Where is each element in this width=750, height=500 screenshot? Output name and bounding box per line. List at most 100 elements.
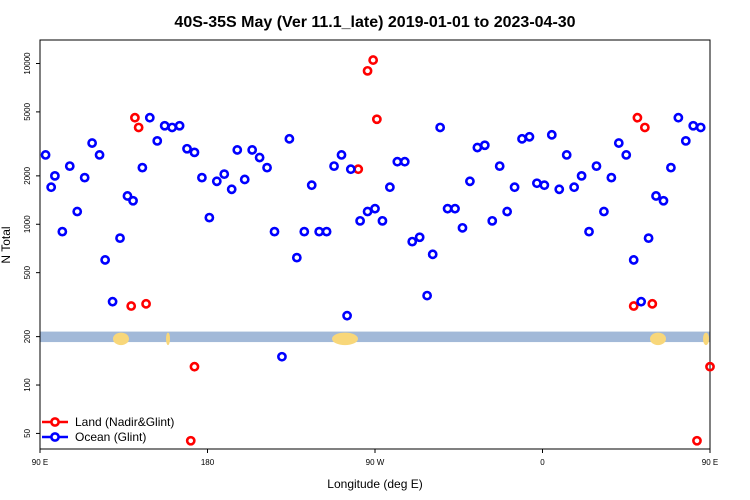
land-point — [371, 114, 382, 125]
ocean-point — [524, 131, 535, 142]
ocean-point — [232, 145, 243, 155]
ocean-point — [561, 150, 572, 160]
ocean-point — [651, 191, 661, 201]
ocean-point — [342, 310, 352, 321]
land-point — [133, 122, 144, 133]
ocean-band — [40, 331, 710, 343]
y-tick-label: 500 — [23, 265, 32, 279]
ocean-point — [569, 182, 580, 193]
ocean-point — [291, 252, 302, 263]
land-point — [632, 112, 643, 123]
ocean-point — [479, 140, 490, 151]
ocean-point — [107, 296, 118, 307]
x-tick-label: 90 E — [32, 458, 48, 467]
ocean-point — [57, 226, 68, 237]
legend-marker — [50, 417, 60, 427]
ocean-point — [87, 138, 98, 148]
y-axis-title: N Total — [0, 226, 13, 263]
land-point — [647, 298, 658, 309]
ocean-point — [584, 226, 594, 237]
ocean-point — [517, 133, 527, 144]
ocean-point — [152, 135, 163, 146]
land-point — [639, 122, 650, 133]
land-point — [362, 65, 373, 76]
ocean-point — [355, 215, 366, 226]
ocean-point — [427, 249, 438, 260]
land-point — [368, 55, 379, 65]
y-axis: 50 100 200 500 1000 2000 5000 10000 — [23, 52, 40, 438]
plot-border — [39, 39, 711, 450]
x-axis: 90 E 180 90 W 0 90 E — [32, 449, 718, 467]
ocean-point — [636, 296, 647, 307]
ocean-point — [384, 182, 395, 193]
ocean-point — [502, 206, 513, 217]
y-tick-label: 50 — [23, 428, 32, 437]
ocean-point — [688, 120, 699, 131]
data-points — [40, 55, 715, 446]
land-point — [126, 301, 137, 311]
ocean-point — [269, 226, 280, 237]
ocean-point — [377, 215, 388, 226]
ocean-point — [621, 150, 632, 160]
ocean-point — [262, 162, 272, 173]
ocean-point — [643, 233, 654, 244]
y-tick-label: 1000 — [23, 215, 32, 233]
ocean-point — [144, 112, 155, 123]
ocean-point — [465, 176, 475, 187]
ocean-point — [546, 129, 557, 140]
ocean-point — [606, 172, 617, 183]
ocean-point — [159, 120, 170, 131]
ocean-point — [254, 152, 265, 163]
ocean-point — [457, 222, 468, 233]
ocean-point — [532, 178, 542, 189]
land-blob — [113, 332, 129, 346]
land-blob — [703, 332, 709, 346]
ocean-point — [494, 161, 505, 172]
ocean-point — [345, 164, 356, 175]
ocean-point — [370, 203, 380, 214]
ocean-point — [680, 135, 691, 146]
y-tick-label: 5000 — [23, 102, 32, 120]
x-tick-label: 0 — [540, 458, 545, 467]
x-axis-title: Longitude (deg E) — [327, 477, 422, 491]
land-blob — [332, 332, 358, 346]
ocean-point — [591, 161, 602, 172]
ocean-point — [673, 112, 684, 123]
land-blob — [650, 332, 666, 346]
ocean-point — [219, 169, 230, 180]
land-point — [130, 112, 140, 123]
ocean-point — [539, 180, 550, 191]
ocean-point — [509, 182, 520, 193]
y-tick-label: 100 — [23, 378, 32, 392]
ocean-point — [137, 162, 148, 173]
land-point — [353, 164, 364, 175]
ocean-point — [407, 236, 418, 247]
ocean-point — [414, 232, 425, 243]
ocean-point — [306, 180, 317, 191]
ocean-point — [450, 203, 460, 214]
y-tick-label: 10000 — [23, 52, 32, 75]
ocean-point — [392, 156, 403, 167]
land-ocean-strip — [40, 331, 710, 346]
land-point — [692, 435, 702, 446]
ocean-point — [435, 122, 446, 133]
ocean-point — [247, 145, 258, 155]
ocean-point — [100, 255, 111, 265]
ocean-point — [422, 290, 433, 301]
ocean-point — [197, 172, 207, 183]
ocean-point — [554, 184, 565, 195]
x-tick-label: 90 E — [702, 458, 718, 467]
ocean-point — [182, 143, 192, 154]
ocean-point — [314, 226, 325, 237]
legend-label: Land (Nadir&Glint) — [75, 415, 174, 429]
x-tick-label: 90 W — [366, 458, 385, 467]
ocean-point — [204, 212, 215, 223]
legend-label: Ocean (Glint) — [75, 430, 146, 444]
land-point — [141, 298, 151, 309]
ocean-point — [399, 156, 410, 167]
ocean-point — [666, 162, 676, 173]
ocean-point — [299, 226, 310, 237]
ocean-point — [576, 170, 587, 181]
ocean-point — [284, 133, 295, 144]
